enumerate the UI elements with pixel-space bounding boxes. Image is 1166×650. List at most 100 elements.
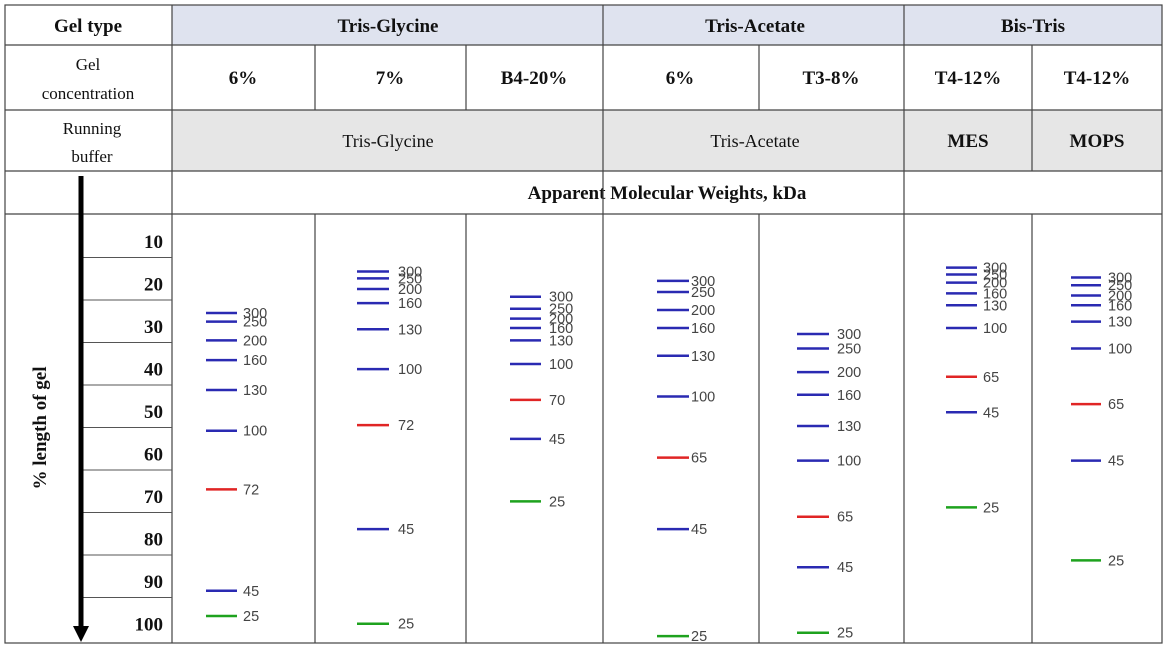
band-label: 250: [837, 342, 861, 358]
band-label: 250: [691, 285, 715, 301]
band-label: 130: [549, 333, 573, 349]
concentration-cell: 6%: [229, 68, 258, 89]
band-label: 25: [983, 500, 999, 516]
gel-type-tris-acetate: Tris-Acetate: [705, 16, 805, 37]
band-label: 160: [1108, 298, 1132, 314]
buffer-tris-glycine: Tris-Glycine: [342, 131, 433, 151]
band-label: 200: [549, 312, 573, 328]
band-label: 250: [983, 267, 1007, 283]
band-label: 300: [691, 274, 715, 290]
band-label: 200: [983, 276, 1007, 292]
band-label: 160: [398, 296, 422, 312]
gel-type-header-fill: [172, 5, 1162, 45]
band-label: 25: [398, 617, 414, 633]
band-label: 160: [549, 321, 573, 337]
band-label: 70: [549, 393, 565, 409]
band-label: 200: [243, 333, 267, 349]
band-label: 130: [398, 322, 422, 338]
band-label: 160: [243, 353, 267, 369]
band-label: 300: [398, 264, 422, 280]
band-label: 100: [691, 389, 715, 405]
band-label: 45: [549, 432, 565, 448]
band-label: 130: [243, 383, 267, 399]
axis-tick-label: 50: [144, 402, 163, 423]
band-label: 250: [243, 315, 267, 331]
band-label: 250: [398, 271, 422, 287]
band-label: 72: [243, 482, 259, 498]
band-label: 25: [243, 609, 259, 625]
gel-concentration-label-line1: Gel: [76, 55, 101, 74]
band-label: 45: [983, 405, 999, 421]
concentration-cell: 7%: [376, 68, 405, 89]
band-label: 160: [837, 388, 861, 404]
concentration-cell: 6%: [666, 68, 695, 89]
band-label: 130: [691, 349, 715, 365]
band-marks: 3002502001601301007245253002502001601301…: [206, 261, 1132, 645]
axis-tick-label: 60: [144, 445, 163, 466]
band-label: 160: [691, 321, 715, 337]
band-label: 250: [1108, 278, 1132, 294]
concentration-cell: B4-20%: [501, 68, 568, 89]
band-label: 45: [837, 560, 853, 576]
axis-tick-label: 100: [135, 615, 164, 636]
buffer-mes: MES: [947, 131, 988, 152]
band-label: 45: [691, 522, 707, 538]
band-label: 25: [837, 626, 853, 642]
running-buffer-fill: [172, 110, 1162, 171]
band-label: 250: [549, 302, 573, 318]
band-label: 100: [243, 424, 267, 440]
buffer-mops: MOPS: [1070, 131, 1125, 152]
table-grid: [4, 4, 1163, 644]
axis-tick-label: 30: [144, 317, 163, 338]
band-label: 200: [837, 365, 861, 381]
band-label: 300: [837, 327, 861, 343]
band-label: 72: [398, 418, 414, 434]
band-label: 100: [1108, 342, 1132, 358]
axis-tick-label: 80: [144, 530, 163, 551]
band-label: 300: [983, 261, 1007, 277]
band-label: 100: [398, 362, 422, 378]
axis-tick-label: 10: [144, 232, 163, 253]
band-label: 160: [983, 286, 1007, 302]
concentration-cell: T4-12%: [935, 68, 1002, 89]
band-label: 300: [1108, 270, 1132, 286]
band-label: 25: [549, 494, 565, 510]
running-buffer-label-line2: buffer: [71, 147, 113, 166]
band-label: 100: [983, 321, 1007, 337]
band-label: 45: [398, 522, 414, 538]
axis-tick-label: 90: [144, 572, 163, 593]
buffer-tris-acetate: Tris-Acetate: [710, 131, 799, 151]
axis-tick-label: 20: [144, 275, 163, 296]
band-label: 200: [398, 282, 422, 298]
band-label: 65: [837, 510, 853, 526]
gel-type-label: Gel type: [54, 16, 122, 37]
band-label: 300: [243, 306, 267, 322]
band-label: 65: [1108, 397, 1124, 413]
concentration-cell: T4-12%: [1064, 68, 1131, 89]
band-label: 130: [837, 419, 861, 435]
band-label: 65: [983, 370, 999, 386]
concentration-cell: T3-8%: [803, 68, 860, 89]
gel-type-tris-glycine: Tris-Glycine: [338, 16, 439, 37]
axis-label: % length of gel: [30, 367, 51, 490]
band-label: 100: [837, 454, 861, 470]
downward-arrow-icon: [73, 176, 89, 642]
band-label: 45: [1108, 454, 1124, 470]
band-label: 100: [549, 357, 573, 373]
band-label: 300: [549, 290, 573, 306]
gel-type-bis-tris: Bis-Tris: [1001, 16, 1065, 37]
band-label: 65: [691, 451, 707, 467]
running-buffer-label-line1: Running: [63, 119, 122, 138]
band-label: 25: [1108, 553, 1124, 569]
axis-ticks: 10 20 30 40 50 60 70 80 90 100: [81, 232, 172, 636]
gel-concentration-label-line2: concentration: [42, 84, 135, 103]
axis-tick-label: 70: [144, 487, 163, 508]
band-label: 130: [983, 298, 1007, 314]
band-label: 25: [691, 629, 707, 645]
band-label: 45: [243, 584, 259, 600]
band-label: 130: [1108, 315, 1132, 331]
band-label: 200: [691, 303, 715, 319]
molecular-weight-title: Apparent Molecular Weights, kDa: [528, 183, 807, 204]
axis-tick-label: 40: [144, 360, 163, 381]
